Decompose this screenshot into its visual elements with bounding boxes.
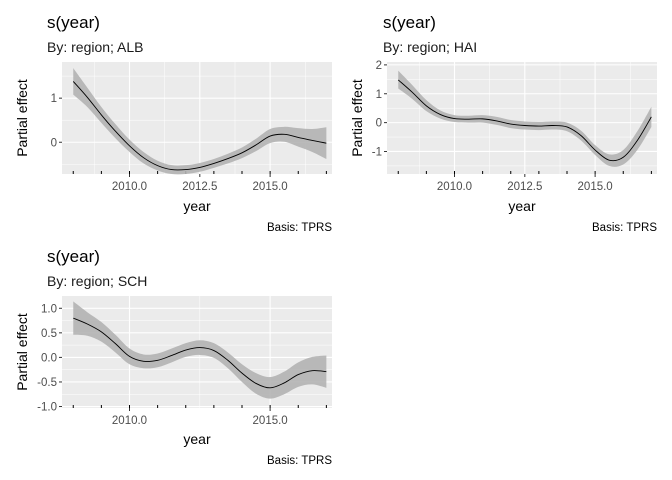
panel-alb-caption: Basis: TPRS [267,222,332,234]
y-tick-label: -0.5 [37,377,57,389]
panel-sch-y-axis-title: Partial effect [14,313,30,391]
panel-sch-grid [62,296,332,408]
x-tick-label: 2015.0 [253,181,288,193]
panel-alb-title: s(year) [47,13,100,32]
panel-alb-subtitle: By: region; ALB [47,39,144,55]
panel-hai-caption: Basis: TPRS [592,222,657,234]
y-tick-label: 0.5 [41,328,57,340]
panel-sch-data [72,301,327,408]
panel-alb-x-ticks: 2010.0 2012.5 2015.0 [112,174,288,193]
panel-hai-y-axis-title: Partial effect [349,79,365,157]
panel-hai-title: s(year) [383,13,436,32]
x-tick-label: 2012.5 [507,181,542,193]
y-tick-label: 0 [376,118,382,130]
y-tick-label: -1.0 [37,402,57,414]
panel-alb-y-ticks: 01 [51,93,62,149]
panel-hai-subtitle: By: region; HAI [383,39,477,55]
x-tick-label: 2012.5 [182,181,217,193]
panel-alb-data [72,68,327,175]
y-tick-label: -1 [372,146,382,158]
y-tick-label: 0.0 [41,352,57,364]
confidence-ribbon [73,301,327,399]
y-tick-label: 2 [376,60,382,72]
panel-sch-x-axis-title: year [183,431,211,447]
panel-hai: s(year) By: region; HAI 2010.0 2012.5 2015… [349,13,657,234]
panel-sch-subtitle: By: region; SCH [47,273,147,289]
x-tick-label: 2010.0 [437,181,472,193]
x-tick-label: 2010.0 [112,181,147,193]
panel-hai-x-ticks: 2010.0 2012.5 2015.0 [437,174,613,193]
smooth-line [72,81,327,171]
y-tick-label: 1.0 [41,303,57,315]
panel-hai-data [397,70,652,174]
panel-sch-caption: Basis: TPRS [267,455,332,467]
x-tick-label: 2015.0 [253,415,288,427]
panel-alb-x-axis-title: year [183,198,211,214]
panel-hai-x-axis-title: year [508,198,536,214]
x-tick-label: 2015.0 [578,181,613,193]
panel-alb: s(year) By: region; ALB 2010.0 2012.5 2015… [14,13,332,234]
panel-sch-title: s(year) [47,247,100,266]
panel-sch: s(year) By: region; SCH 2010.0 2015.0 -1.… [14,247,332,467]
smooth-line [397,79,652,162]
smooth-line [73,317,327,389]
y-tick-label: 0 [51,137,57,149]
panel-hai-y-ticks: -1 0 1 2 [372,60,387,158]
panel-sch-x-ticks: 2010.0 2015.0 [112,408,288,427]
y-tick-label: 1 [376,89,382,101]
x-tick-label: 2010.0 [112,415,147,427]
y-tick-label: 1 [51,93,57,105]
panel-alb-y-axis-title: Partial effect [14,79,30,157]
panel-sch-y-ticks: -1.0 -0.5 0.0 0.5 1.0 [37,303,62,414]
confidence-ribbon [73,68,327,175]
